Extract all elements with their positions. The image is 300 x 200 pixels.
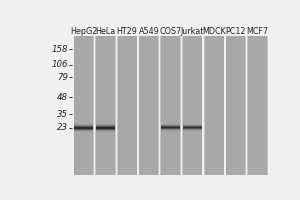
Bar [117,36,137,175]
Bar [95,36,116,175]
Bar [183,128,202,129]
Bar [96,125,115,126]
Bar [96,127,115,128]
Text: PC12: PC12 [226,27,246,36]
Bar [183,124,202,125]
Bar [183,126,202,127]
Text: 23: 23 [57,123,68,132]
Text: 79: 79 [57,73,68,82]
Bar [161,126,180,127]
Bar [96,124,115,125]
Bar [96,126,115,127]
Bar [96,132,115,133]
Bar [204,36,205,175]
Bar [180,36,181,175]
Bar [136,36,137,175]
Bar [161,127,180,128]
Text: COS7: COS7 [160,27,182,36]
Bar [267,36,268,175]
Bar [247,36,248,175]
Bar [74,125,93,126]
Bar [74,128,93,129]
Text: 106: 106 [51,60,68,69]
Bar [74,123,93,124]
Bar [95,36,96,175]
Bar [183,127,202,128]
Bar [74,130,93,131]
Bar [161,128,180,129]
Bar [245,36,246,175]
Text: A549: A549 [139,27,159,36]
Bar [161,130,180,131]
Bar [74,129,93,130]
Bar [204,36,224,175]
Bar [160,36,181,175]
Text: Jurkat: Jurkat [181,27,204,36]
Bar [96,128,115,129]
Bar [183,131,202,132]
Bar [96,129,115,130]
Bar [182,36,183,175]
Bar [161,123,180,124]
Bar [226,36,246,175]
Text: HeLa: HeLa [95,27,116,36]
Text: MCF7: MCF7 [246,27,268,36]
Bar [183,123,202,124]
Bar [117,36,118,175]
Bar [74,36,94,175]
Bar [161,125,180,126]
Bar [183,130,202,131]
Bar [139,36,140,175]
Bar [96,123,115,124]
Bar [160,36,161,175]
Text: 35: 35 [57,110,68,119]
Text: HepG2: HepG2 [70,27,98,36]
Bar [74,132,93,133]
Bar [74,126,93,127]
Bar [183,129,202,130]
Bar [158,36,159,175]
Text: HT29: HT29 [117,27,138,36]
Bar [183,125,202,126]
Text: 158: 158 [51,45,68,54]
Bar [247,36,268,175]
Bar [96,130,115,131]
Bar [74,127,93,128]
Bar [139,36,159,175]
Bar [93,36,94,175]
Bar [182,36,202,175]
Text: 48: 48 [57,93,68,102]
Bar [74,131,93,132]
Bar [161,131,180,132]
Bar [96,131,115,132]
Bar [161,129,180,130]
Bar [115,36,116,175]
Bar [74,124,93,125]
Text: MDCK: MDCK [202,27,226,36]
Bar [161,124,180,125]
